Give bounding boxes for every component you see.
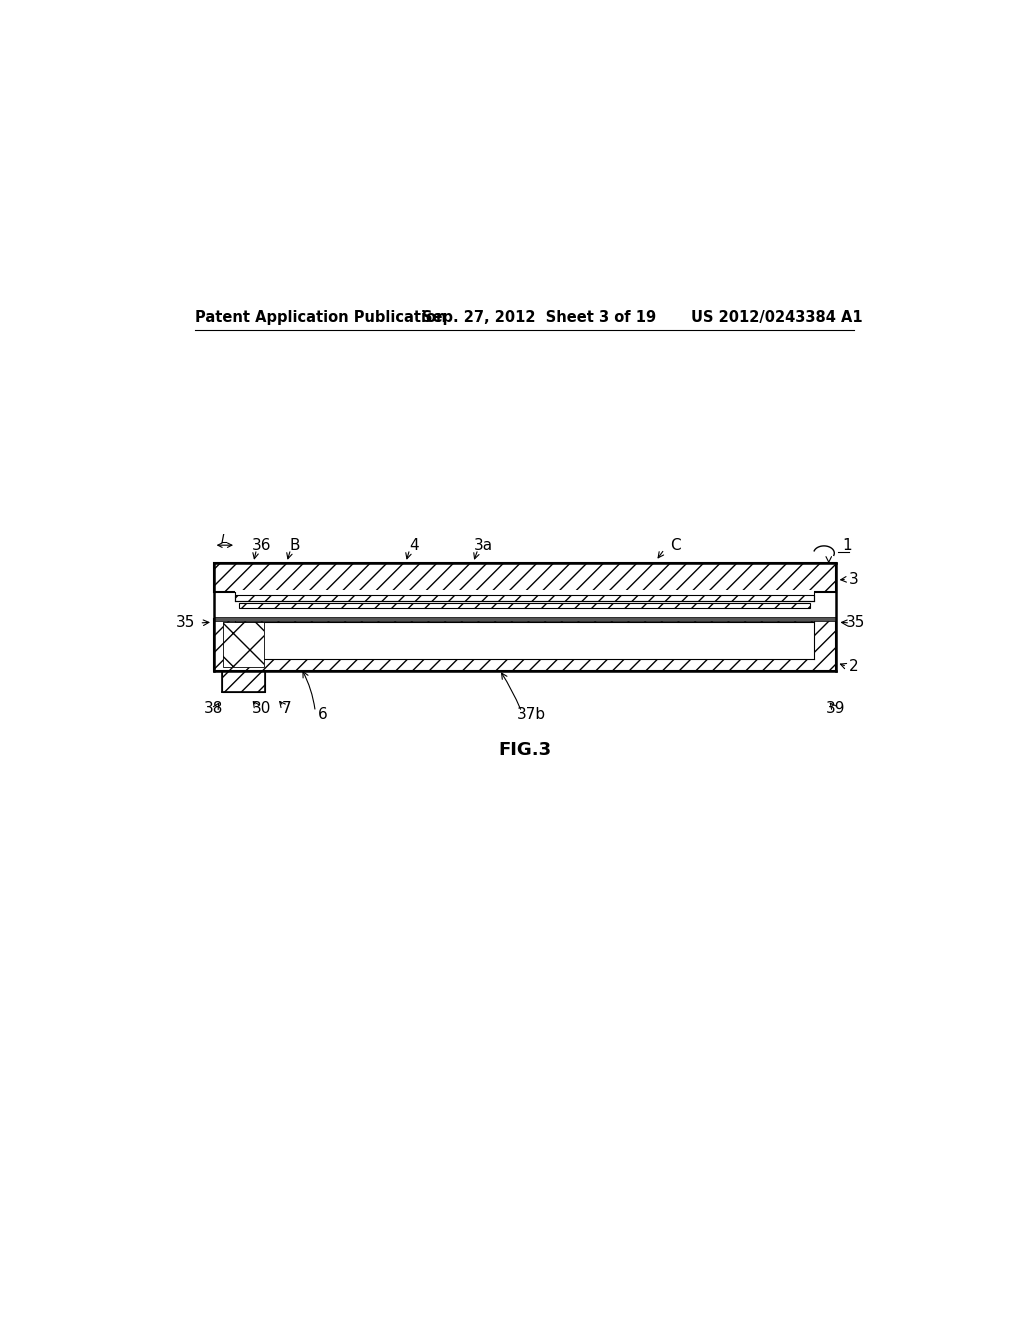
Text: 35: 35: [175, 615, 195, 631]
Text: L: L: [220, 533, 227, 546]
Text: 3a: 3a: [474, 537, 494, 553]
Bar: [236, 590, 814, 601]
Text: US 2012/0243384 A1: US 2012/0243384 A1: [691, 310, 863, 325]
Text: FIG.3: FIG.3: [499, 741, 551, 759]
Bar: [221, 671, 265, 692]
Text: C: C: [671, 537, 681, 553]
Text: 7: 7: [282, 701, 292, 717]
Bar: [223, 622, 264, 667]
Bar: [236, 591, 814, 601]
Bar: [236, 595, 814, 601]
Text: 1: 1: [842, 539, 852, 553]
Text: 35: 35: [846, 615, 865, 631]
Bar: [214, 564, 836, 591]
Bar: [240, 603, 811, 609]
Text: 38: 38: [204, 701, 223, 717]
Text: 4: 4: [409, 537, 419, 553]
Bar: [214, 564, 836, 591]
Text: 39: 39: [826, 701, 846, 717]
Bar: [221, 671, 265, 692]
Text: 37b: 37b: [516, 706, 546, 722]
Bar: [214, 618, 836, 620]
Text: 2: 2: [849, 659, 858, 675]
Text: 36: 36: [252, 537, 271, 553]
Bar: [236, 622, 814, 659]
Text: Patent Application Publication: Patent Application Publication: [196, 310, 446, 325]
Text: B: B: [290, 537, 300, 553]
Bar: [236, 595, 814, 601]
Bar: [214, 619, 836, 671]
Text: Sep. 27, 2012  Sheet 3 of 19: Sep. 27, 2012 Sheet 3 of 19: [422, 310, 655, 325]
Bar: [223, 622, 264, 667]
Bar: [214, 619, 836, 671]
Text: 30: 30: [252, 701, 271, 717]
Bar: [240, 603, 811, 609]
Text: 3: 3: [849, 572, 858, 587]
Text: 6: 6: [317, 706, 328, 722]
